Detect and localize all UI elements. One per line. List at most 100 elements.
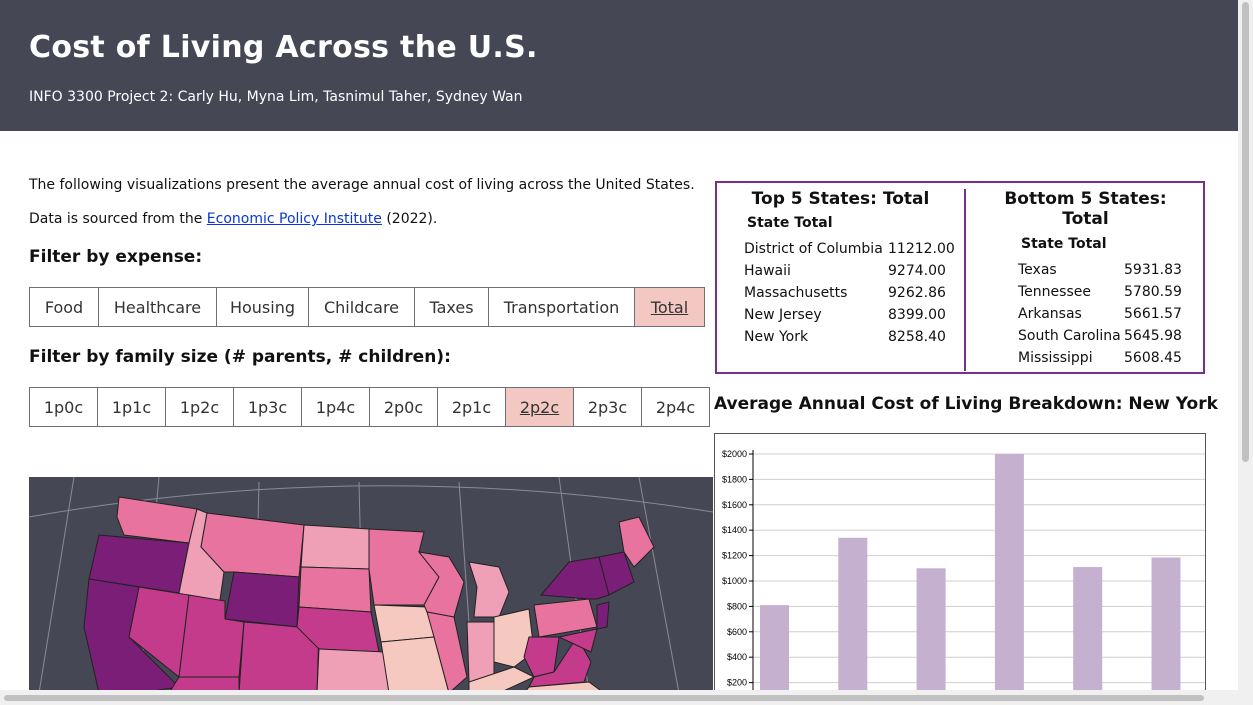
y-tick-label: $2000 <box>722 449 747 459</box>
state-missouri[interactable] <box>380 636 450 693</box>
horizontal-scroll-thumb[interactable] <box>4 695 1204 701</box>
table-row: Mississippi 5608.45 <box>1018 350 1182 366</box>
state-total: 8258.40 <box>888 329 946 345</box>
family-filter-heading: Filter by family size (# parents, # chil… <box>29 347 451 367</box>
top-col-state: State <box>747 215 790 231</box>
family-filter: 1p0c 1p1c 1p2c 1p3c 1p4c 2p0c 2p1c 2p2c … <box>29 387 710 427</box>
expense-button-total[interactable]: Total <box>634 287 705 327</box>
rankings-divider <box>964 189 966 371</box>
state-wyoming[interactable] <box>224 571 300 628</box>
expense-button-food[interactable]: Food <box>29 287 99 327</box>
state-name: South Carolina <box>1018 328 1121 344</box>
y-tick-label: $1400 <box>722 525 747 535</box>
bottom-states-header: State Total <box>1021 236 1107 252</box>
intro-text: The following visualizations present the… <box>29 177 695 193</box>
page-subtitle: INFO 3300 Project 2: Carly Hu, Myna Lim,… <box>29 89 523 105</box>
state-new-jersey[interactable] <box>596 601 610 630</box>
map-svg <box>29 477 713 693</box>
state-name: Tennessee <box>1018 284 1091 300</box>
expense-filter: Food Healthcare Housing Childcare Taxes … <box>29 287 705 327</box>
top-states-table: Top 5 States: Total State Total District… <box>717 189 964 345</box>
family-button-1p4c[interactable]: 1p4c <box>301 387 370 427</box>
cost-breakdown-chart: $200 $400 $600 $800 $1000 $1200 $1400 $1600 $180… <box>714 433 1206 693</box>
state-total: 5931.83 <box>1124 262 1182 278</box>
chart-bar[interactable] <box>838 537 868 692</box>
chart-bar[interactable] <box>916 568 946 692</box>
vertical-scrollbar[interactable] <box>1238 0 1253 705</box>
top-states-header: State Total <box>747 215 833 231</box>
chart-bar[interactable] <box>1073 567 1103 692</box>
state-total: 9262.86 <box>888 285 946 301</box>
state-new-york[interactable] <box>539 556 610 600</box>
table-row: Tennessee 5780.59 <box>1018 284 1182 300</box>
epi-link[interactable]: Economic Policy Institute <box>206 211 382 227</box>
state-maryland[interactable] <box>557 628 598 653</box>
y-tick-label: $600 <box>727 627 747 637</box>
y-tick-label: $1000 <box>722 576 747 586</box>
family-button-2p1c[interactable]: 2p1c <box>437 387 506 427</box>
state-illinois[interactable] <box>426 611 468 693</box>
chart-bar[interactable] <box>760 605 789 692</box>
state-north-dakota[interactable] <box>300 524 370 570</box>
expense-button-housing[interactable]: Housing <box>216 287 309 327</box>
chart-svg: $200 $400 $600 $800 $1000 $1200 $1400 $1600 $180… <box>722 449 1205 692</box>
state-maine[interactable] <box>618 516 655 568</box>
y-tick-label: $1600 <box>722 500 747 510</box>
chart-bar[interactable] <box>994 454 1024 692</box>
state-total: 9274.00 <box>888 263 946 279</box>
horizontal-scrollbar[interactable] <box>0 690 1238 705</box>
family-button-1p3c[interactable]: 1p3c <box>233 387 302 427</box>
state-west-virginia[interactable] <box>523 636 560 678</box>
expense-button-childcare[interactable]: Childcare <box>308 287 415 327</box>
table-row: Massachusetts 9262.86 <box>744 285 946 301</box>
state-washington[interactable] <box>116 496 198 544</box>
family-button-1p1c[interactable]: 1p1c <box>97 387 166 427</box>
rankings-panel: Top 5 States: Total State Total District… <box>715 181 1205 374</box>
family-button-2p0c[interactable]: 2p0c <box>369 387 438 427</box>
state-name: Arkansas <box>1018 306 1082 322</box>
y-tick-label: $800 <box>727 601 747 611</box>
y-tick-label: $1800 <box>722 474 747 484</box>
table-row: South Carolina 5645.98 <box>1018 328 1182 344</box>
state-colorado[interactable] <box>238 621 320 693</box>
page-title: Cost of Living Across the U.S. <box>29 30 538 65</box>
bottom-col-state: State <box>1021 236 1064 252</box>
us-choropleth-map[interactable] <box>29 477 713 693</box>
family-button-2p4c[interactable]: 2p4c <box>641 387 710 427</box>
bottom-states-title-line2: Total <box>1062 209 1109 229</box>
table-row: New Jersey 8399.00 <box>744 307 946 323</box>
state-michigan[interactable] <box>468 561 510 618</box>
expense-button-taxes[interactable]: Taxes <box>414 287 489 327</box>
state-total: 5780.59 <box>1124 284 1182 300</box>
state-iowa[interactable] <box>373 604 435 643</box>
source-suffix: (2022). <box>381 211 438 227</box>
family-button-1p2c[interactable]: 1p2c <box>165 387 234 427</box>
state-south-dakota[interactable] <box>298 566 372 613</box>
family-button-2p2c[interactable]: 2p2c <box>505 387 574 427</box>
state-name: Mississippi <box>1018 350 1093 366</box>
vertical-scroll-thumb[interactable] <box>1242 2 1249 462</box>
state-indiana[interactable] <box>466 621 495 683</box>
expense-filter-heading: Filter by expense: <box>29 247 203 267</box>
state-kansas[interactable] <box>316 648 390 693</box>
state-arizona[interactable] <box>168 676 240 693</box>
chart-bar[interactable] <box>1151 557 1181 692</box>
bottom-states-table: Bottom 5 States: Total State Total Texas… <box>966 189 1205 366</box>
state-name: Hawaii <box>744 263 791 279</box>
state-minnesota[interactable] <box>368 528 440 606</box>
state-total: 8399.00 <box>888 307 946 323</box>
state-total: 5608.45 <box>1124 350 1182 366</box>
family-button-2p3c[interactable]: 2p3c <box>573 387 642 427</box>
expense-button-transportation[interactable]: Transportation <box>488 287 635 327</box>
state-name: Texas <box>1018 262 1057 278</box>
chart-title: Average Annual Cost of Living Breakdown:… <box>714 394 1218 414</box>
state-new-england[interactable] <box>598 551 635 596</box>
family-button-1p0c[interactable]: 1p0c <box>29 387 98 427</box>
state-name: District of Columbia <box>744 241 883 257</box>
table-row: District of Columbia 11212.00 <box>744 241 955 257</box>
state-total: 5661.57 <box>1124 306 1182 322</box>
state-ohio[interactable] <box>493 608 535 668</box>
source-prefix: Data is sourced from the <box>29 211 207 227</box>
top-col-total: Total <box>794 215 833 231</box>
expense-button-healthcare[interactable]: Healthcare <box>98 287 217 327</box>
